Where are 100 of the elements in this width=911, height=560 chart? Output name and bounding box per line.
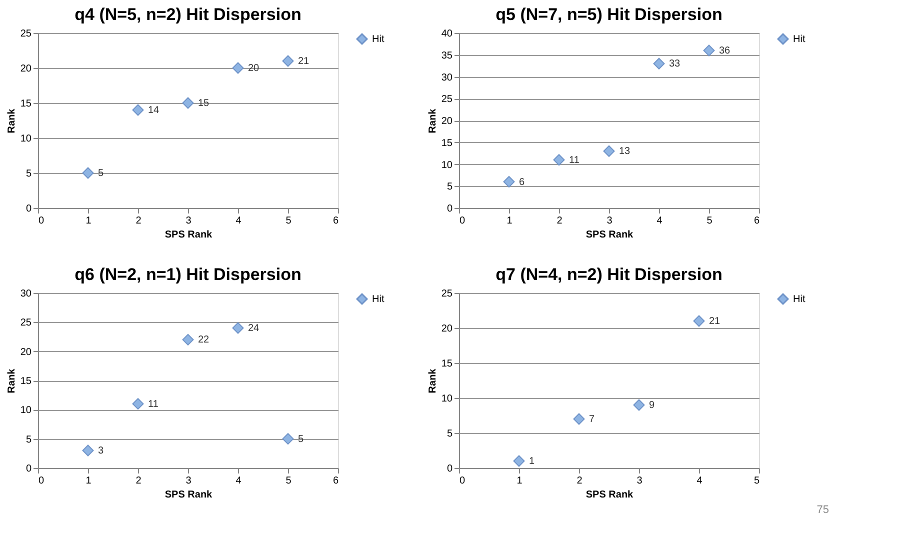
point — [182, 97, 194, 109]
legend-label: Hit — [793, 294, 806, 305]
point — [82, 167, 94, 179]
legend-label: Hit — [372, 294, 384, 305]
data-label: 21 — [709, 316, 721, 327]
x-tick-label: 2 — [556, 216, 563, 226]
text: 75 — [816, 504, 829, 516]
point — [232, 322, 244, 334]
y-tick-label: 10 — [441, 394, 453, 404]
data-label: 5 — [98, 168, 104, 179]
point — [182, 334, 194, 346]
data-label: 11 — [148, 398, 159, 410]
y-axis-title: Rank — [427, 108, 438, 134]
data-label: 5 — [298, 434, 304, 445]
y-tick-label: 0 — [446, 464, 453, 474]
y-tick-label: 40 — [441, 28, 453, 40]
y-axis-title: Rank — [6, 108, 18, 134]
y-tick-label: 10 — [441, 160, 453, 171]
y-tick-label: 20 — [20, 64, 32, 74]
x-axis-title: SPS Rank — [164, 230, 213, 240]
point — [703, 44, 715, 56]
y-tick-label: 25 — [441, 94, 453, 106]
point — [282, 433, 294, 445]
x-tick-label: 0 — [38, 216, 44, 226]
point — [633, 399, 645, 411]
data-label: 7 — [589, 414, 595, 425]
x-tick-label: 6 — [754, 216, 760, 226]
legend-label: Hit — [793, 34, 806, 45]
y-tick-label: 30 — [20, 288, 32, 300]
x-tick-label: 4 — [696, 476, 703, 486]
y-tick-label: 25 — [20, 28, 32, 40]
data-label: 22 — [198, 334, 210, 346]
point — [132, 104, 144, 116]
y-tick-label: 10 — [20, 405, 32, 416]
data-label: 14 — [148, 105, 160, 116]
x-tick-label: 1 — [516, 476, 523, 486]
y-tick-label: 15 — [441, 138, 453, 149]
data-label: 33 — [669, 58, 681, 70]
y-tick-label: 5 — [26, 434, 32, 446]
point — [503, 176, 515, 188]
data-label: 11 — [569, 154, 580, 166]
x-tick-label: 1 — [86, 476, 92, 486]
x-tick-label: 3 — [636, 476, 643, 486]
y-tick-label: 20 — [20, 346, 32, 358]
point — [232, 62, 244, 74]
point — [573, 413, 585, 425]
data-label: 3 — [98, 446, 104, 456]
point — [132, 398, 144, 410]
y-tick-label: 10 — [20, 134, 32, 144]
x-tick-label: 4 — [236, 476, 242, 486]
point — [693, 315, 705, 327]
y-tick-label: 25 — [20, 318, 32, 329]
y-tick-label: 15 — [20, 376, 32, 387]
y-tick-label: 5 — [446, 182, 453, 193]
x-axis-title: SPS Rank — [586, 490, 634, 500]
x-tick-label: 3 — [186, 216, 192, 226]
point — [653, 58, 665, 70]
y-tick-label: 5 — [26, 168, 32, 180]
x-tick-label: 2 — [136, 476, 142, 486]
x-axis-title: SPS Rank — [586, 230, 634, 240]
x-tick-label: 3 — [606, 216, 613, 226]
data-label: 9 — [649, 400, 655, 411]
x-tick-label: 1 — [506, 216, 513, 226]
y-tick-label: 35 — [441, 50, 453, 62]
data-label: 21 — [298, 56, 310, 67]
x-tick-label: 0 — [460, 216, 466, 226]
point — [282, 55, 294, 67]
y-axis-title: Rank — [6, 368, 18, 394]
x-tick-label: 4 — [236, 216, 242, 226]
y-tick-label: 15 — [441, 358, 453, 370]
y-tick-label: 15 — [20, 98, 32, 110]
chart-title: q7 (N=4, n=2) Hit Dispersion — [496, 265, 722, 284]
chart-title: q6 (N=2, n=1) Hit Dispersion — [74, 265, 302, 284]
y-tick-label: 20 — [441, 324, 453, 334]
y-tick-label: 0 — [26, 464, 32, 474]
x-tick-label: 5 — [286, 476, 292, 486]
point — [82, 444, 94, 456]
data-label: 36 — [719, 46, 731, 56]
x-tick-label: 4 — [656, 216, 663, 226]
y-tick-label: 20 — [441, 116, 453, 127]
point — [553, 154, 565, 166]
x-tick-label: 2 — [136, 216, 142, 226]
x-tick-label: 0 — [38, 476, 44, 486]
data-label: 15 — [198, 98, 210, 109]
data-label: 6 — [519, 176, 525, 188]
y-axis-title: Rank — [427, 368, 438, 394]
x-tick-label: 1 — [86, 216, 92, 226]
x-tick-label: 5 — [754, 476, 760, 486]
x-tick-label: 6 — [332, 216, 339, 226]
data-label: 20 — [248, 63, 260, 74]
chart-title: q5 (N=7, n=5) Hit Dispersion — [496, 5, 722, 24]
data-label: 24 — [248, 323, 260, 334]
x-tick-label: 0 — [460, 476, 466, 486]
point — [603, 145, 615, 157]
data-label: 1 — [529, 456, 535, 467]
y-tick-label: 30 — [441, 72, 453, 84]
x-tick-label: 5 — [706, 216, 713, 226]
x-tick-label: 3 — [186, 476, 192, 486]
chart-title: q4 (N=5, n=2) Hit Dispersion — [74, 5, 302, 24]
data-label: 13 — [619, 146, 631, 158]
